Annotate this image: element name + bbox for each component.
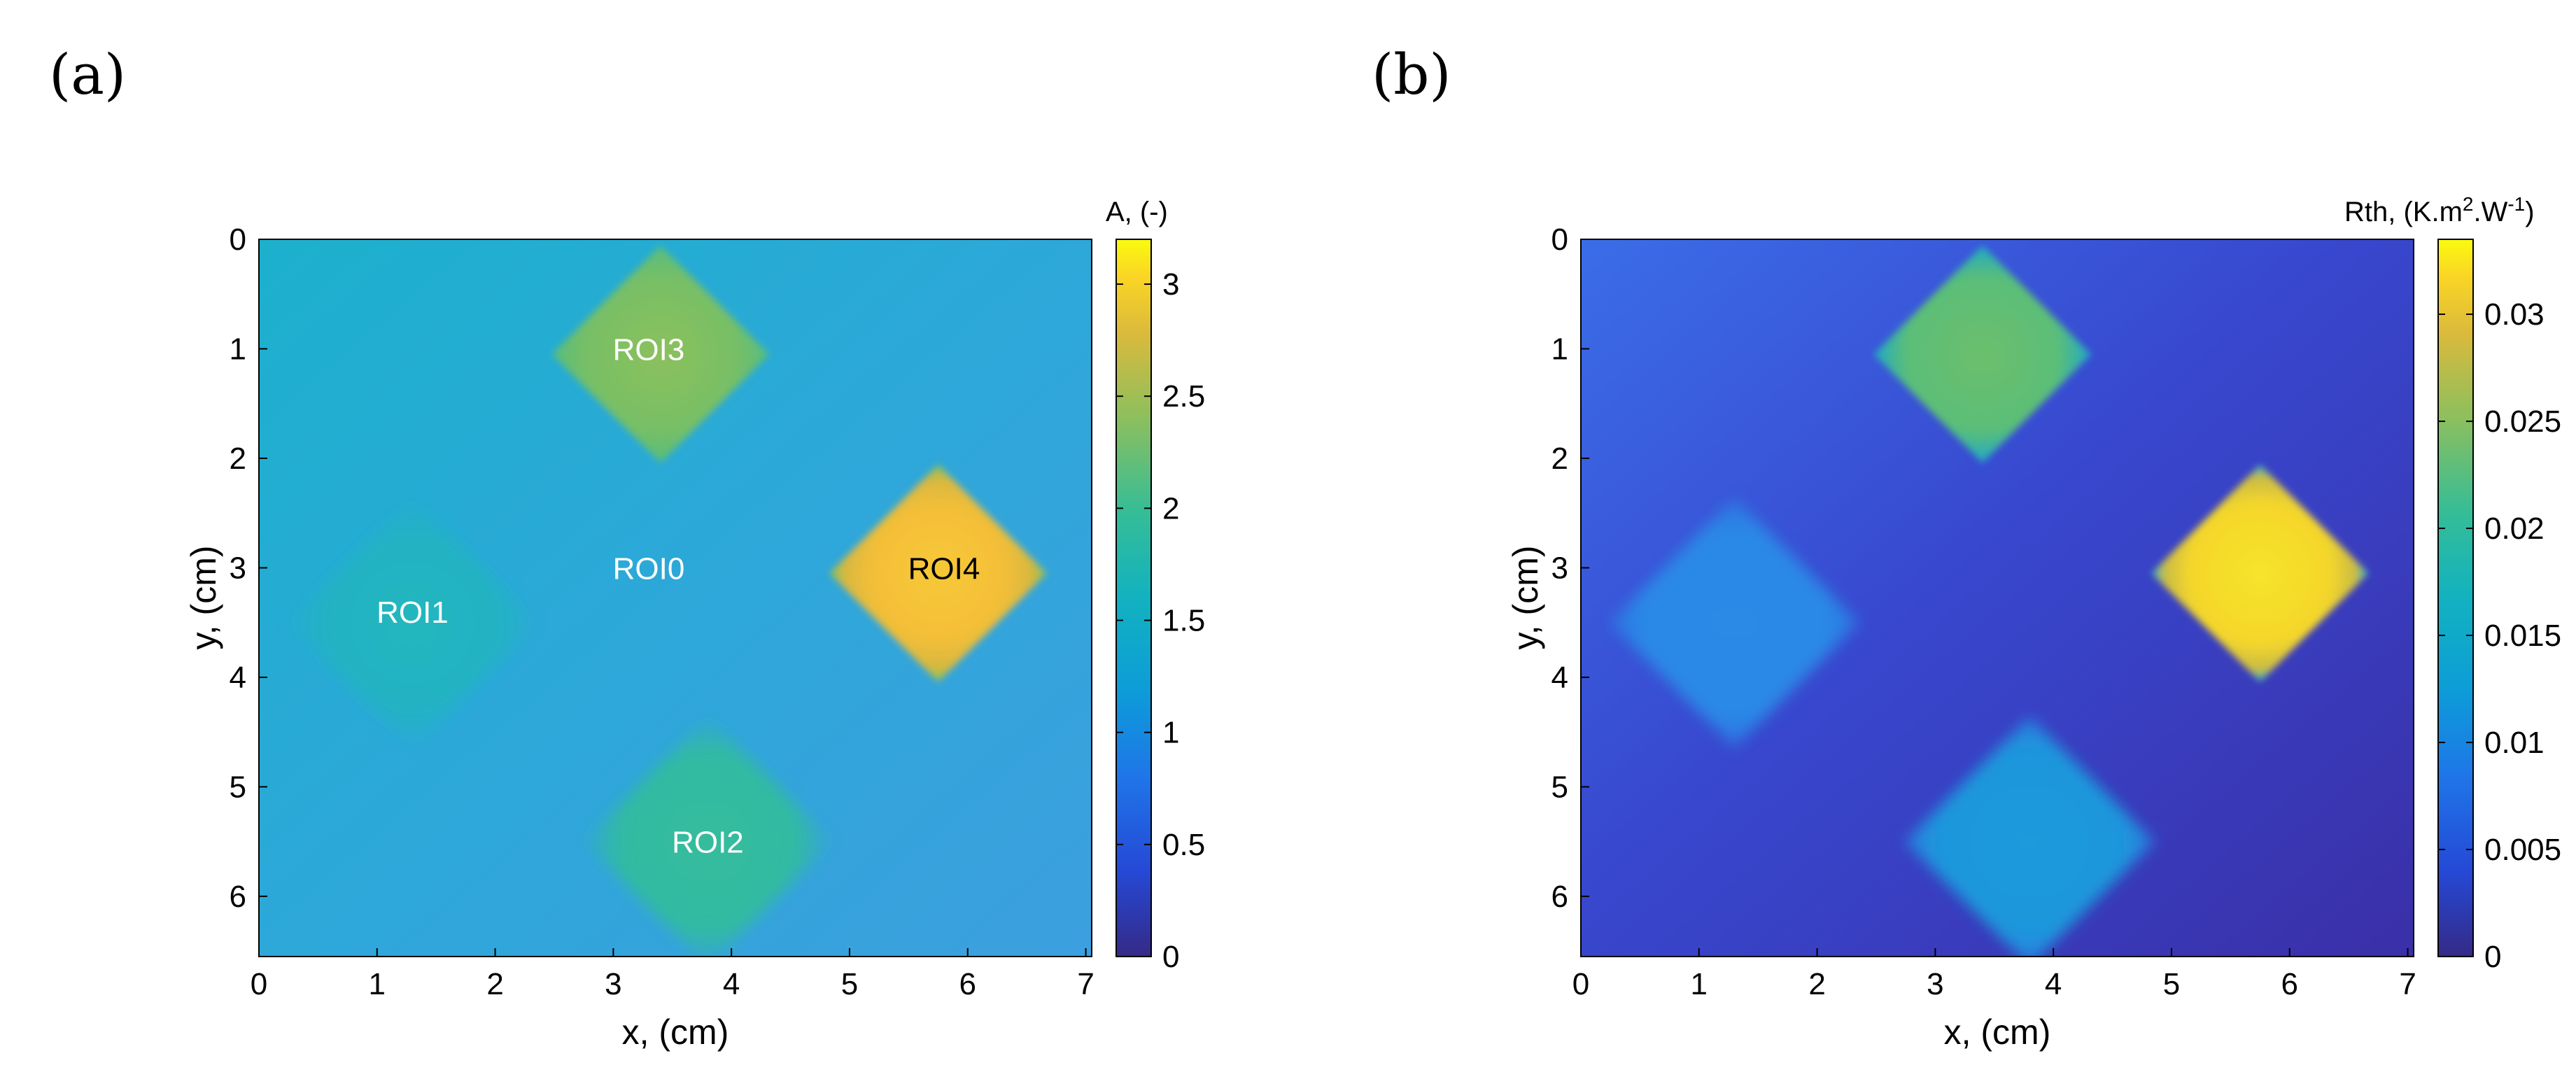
x-tick-label: 5: [841, 967, 858, 1001]
y-tick-label: 5: [230, 770, 246, 804]
y-tick-label: 1: [230, 332, 246, 366]
y-tick-label: 5: [1551, 770, 1568, 804]
panel-a-label: (a): [49, 42, 126, 107]
y-tick-label: 0: [230, 223, 246, 257]
x-tick-label: 1: [1691, 967, 1708, 1001]
x-tick-label: 2: [1808, 967, 1825, 1001]
colorbar-tick-label: 0.02: [2484, 512, 2545, 546]
x-tick-label: 2: [486, 967, 503, 1001]
x-tick-label: 3: [605, 967, 621, 1001]
y-tick-label: 6: [1551, 880, 1568, 914]
colorbar-tick-label: 0.015: [2484, 619, 2561, 653]
panel-b-heatmap: [1581, 239, 2414, 957]
colorbar-tick-label: 3: [1162, 267, 1179, 302]
panel-b-ylabel: y, (cm): [1506, 545, 1545, 649]
colorbar-tick-label: 0.5: [1162, 828, 1205, 862]
roi-region-roi4: [2151, 464, 2369, 682]
roi-label-roi1: ROI1: [376, 595, 449, 630]
colorbar-tick-label: 0: [1162, 940, 1179, 974]
roi-region-roi3: [1873, 246, 2092, 463]
panel-a-axes: 0 1 2 3 4 5 6 7 0 1 2 3 4 5 6: [230, 223, 1095, 1001]
roi-label-roi0: ROI0: [613, 551, 685, 586]
roi-region-roi2: [1904, 717, 2155, 957]
panel-a-xlabel: x, (cm): [622, 1013, 729, 1052]
x-tick-label: 6: [959, 967, 976, 1001]
panel-a-heatmap: [259, 239, 1092, 957]
colorbar-tick-label: 2.5: [1162, 379, 1205, 414]
roi-region-roi1: [1609, 498, 1860, 748]
panel-a-colorbar-title: A, (-): [1106, 197, 1168, 227]
panel-b-xlabel: x, (cm): [1944, 1013, 2051, 1052]
panel-b-colorbar: [2437, 239, 2474, 957]
x-tick-label: 4: [2045, 967, 2062, 1001]
y-tick-label: 4: [230, 661, 246, 695]
y-tick-label: 3: [1551, 551, 1568, 585]
panel-a-colorbar: [1115, 239, 1152, 957]
colorbar-tick-label: 0.025: [2484, 404, 2561, 439]
roi-region-roi2: [582, 717, 833, 957]
panel-a-ylabel: y, (cm): [184, 545, 223, 649]
roi-region-roi4: [829, 464, 1047, 682]
roi-region-roi1: [287, 498, 538, 748]
panel-b-roi-shapes: [1609, 246, 2369, 957]
y-tick-label: 6: [230, 880, 246, 914]
y-tick-label: 2: [230, 442, 246, 476]
x-tick-label: 0: [1572, 967, 1589, 1001]
y-tick-label: 3: [230, 551, 246, 585]
colorbar-tick-label: 0: [2484, 940, 2501, 974]
colorbar-tick-label: 2: [1162, 491, 1179, 526]
colorbar-tick-label: 1.5: [1162, 604, 1205, 638]
x-tick-label: 0: [251, 967, 267, 1001]
roi-label-roi2: ROI2: [672, 826, 744, 860]
y-tick-label: 4: [1551, 661, 1568, 695]
panel-a-frame: [258, 239, 1092, 957]
panel-a-roi-shapes: [287, 246, 1047, 957]
panel-b-frame: [1580, 239, 2414, 957]
y-tick-label: 2: [1551, 442, 1568, 476]
x-tick-label: 1: [369, 967, 386, 1001]
panel-b-colorbar-title: Rth, (K.m2.W-1): [2344, 193, 2535, 228]
roi-label-roi3: ROI3: [613, 332, 685, 367]
roi-region-roi3: [551, 246, 770, 463]
x-tick-label: 6: [2281, 967, 2298, 1001]
roi-label-roi4: ROI4: [908, 551, 980, 586]
panel-a-colorbar-ticks: 0 0.5 1 1.5 2 2.5 3: [1116, 267, 1205, 974]
x-tick-label: 7: [2399, 967, 2416, 1001]
x-tick-label: 7: [1077, 967, 1094, 1001]
y-tick-label: 1: [1551, 332, 1568, 366]
panel-b-label: (b): [1372, 42, 1451, 107]
y-tick-label: 0: [1551, 223, 1568, 257]
colorbar-tick-label: 1: [1162, 716, 1179, 750]
colorbar-tick-label: 0.01: [2484, 726, 2545, 760]
panel-b-colorbar-ticks: 0 0.005 0.01 0.015 0.02 0.025 0.03: [2438, 297, 2561, 974]
colorbar-tick-label: 0.03: [2484, 297, 2545, 332]
x-tick-label: 5: [2163, 967, 2180, 1001]
x-tick-label: 3: [1927, 967, 1943, 1001]
colorbar-tick-label: 0.005: [2484, 833, 2561, 867]
panel-b-axes: 0 1 2 3 4 5 6 7 0 1 2 3 4 5 6: [1551, 223, 2416, 1001]
panel-a-roi-labels: ROI0 ROI1 ROI2 ROI3 ROI4: [376, 332, 980, 859]
x-tick-label: 4: [723, 967, 740, 1001]
